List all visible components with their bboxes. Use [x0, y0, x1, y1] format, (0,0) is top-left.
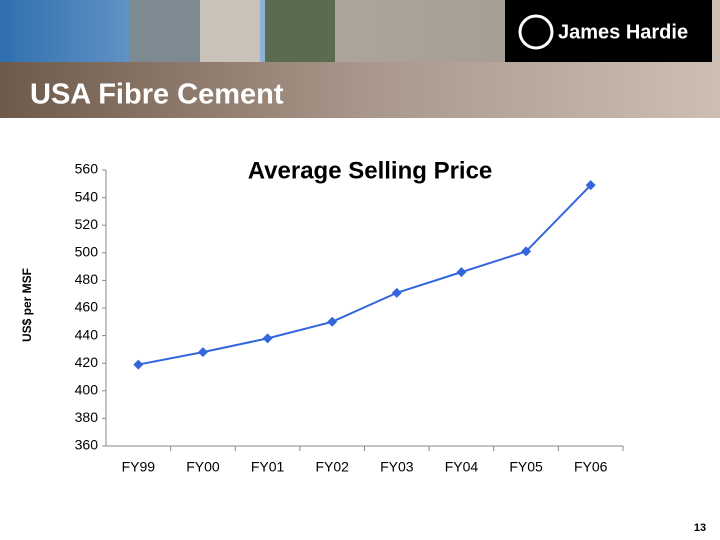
x-tick-label: FY06 [574, 459, 608, 475]
y-axis-label: US$ per MSF [20, 268, 34, 342]
marker [391, 287, 402, 298]
line [138, 184, 592, 366]
x-tick-label: FY01 [251, 459, 285, 475]
x-tick-label: FY02 [315, 459, 349, 475]
y-tick-label: 360 [75, 437, 99, 453]
y-tick-label: 460 [75, 299, 99, 315]
y-tick-label: 380 [75, 409, 99, 425]
logo-box [505, 0, 712, 62]
logo-text: James Hardie [558, 21, 688, 43]
y-tick-label: 400 [75, 382, 99, 398]
x-tick-label: FY05 [509, 459, 543, 475]
marker [133, 359, 144, 370]
slide-title: USA Fibre Cement [30, 79, 284, 111]
x-tick-label: FY03 [380, 459, 414, 475]
marker [262, 333, 273, 344]
marker [456, 267, 467, 278]
y-tick-label: 520 [75, 216, 99, 232]
chart-title: Average Selling Price [248, 157, 493, 184]
marker [585, 180, 596, 191]
header-photo [200, 0, 260, 62]
marker [521, 246, 532, 257]
y-tick-label: 540 [75, 188, 99, 204]
y-tick-label: 440 [75, 326, 99, 342]
header-photo [265, 0, 335, 62]
marker [197, 347, 208, 358]
x-tick-label: FY00 [186, 459, 220, 475]
y-tick-label: 500 [75, 244, 99, 260]
marker [327, 316, 338, 327]
x-tick-label: FY99 [122, 459, 156, 475]
page-number: 13 [694, 522, 706, 534]
x-tick-label: FY04 [445, 459, 479, 475]
header-photo [335, 0, 505, 62]
header-photo [130, 0, 200, 62]
y-tick-label: 560 [75, 161, 99, 177]
y-tick-label: 420 [75, 354, 99, 370]
y-tick-label: 480 [75, 271, 99, 287]
logo-mark [518, 14, 554, 50]
